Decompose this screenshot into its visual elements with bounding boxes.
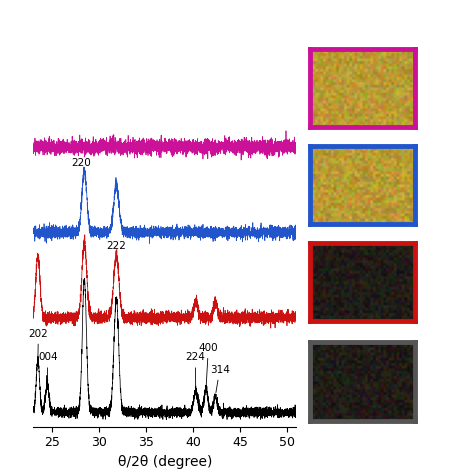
Text: 222: 222 [107,241,127,251]
Text: 220: 220 [72,158,91,168]
X-axis label: θ/2θ (degree): θ/2θ (degree) [118,455,212,469]
Text: 314: 314 [210,365,230,392]
Text: 400: 400 [199,343,218,386]
Text: 202: 202 [28,328,48,357]
Text: 224: 224 [185,352,205,389]
Text: 004: 004 [38,352,57,381]
